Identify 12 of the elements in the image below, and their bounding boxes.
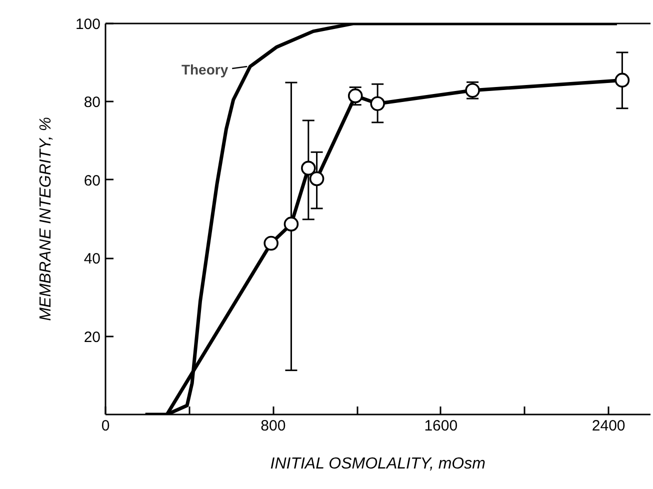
legend-label: Theory [181, 62, 228, 78]
x-tick-label: 0 [101, 418, 110, 434]
y-axis-title: MEMBRANE INTEGRITY, % [37, 117, 54, 321]
x-tick-label: 2400 [592, 418, 626, 434]
y-tick-label: 100 [75, 16, 101, 33]
y-tick-label: 40 [84, 250, 101, 268]
x-tick-label: 1600 [424, 418, 458, 434]
y-tick-label: 20 [84, 328, 101, 346]
y-tick-label: 80 [84, 94, 101, 112]
x-axis-title: INITIAL OSMOLALITY, mOsm [270, 456, 486, 472]
y-tick-label: 60 [84, 172, 101, 190]
x-tick-label: 800 [260, 418, 286, 434]
